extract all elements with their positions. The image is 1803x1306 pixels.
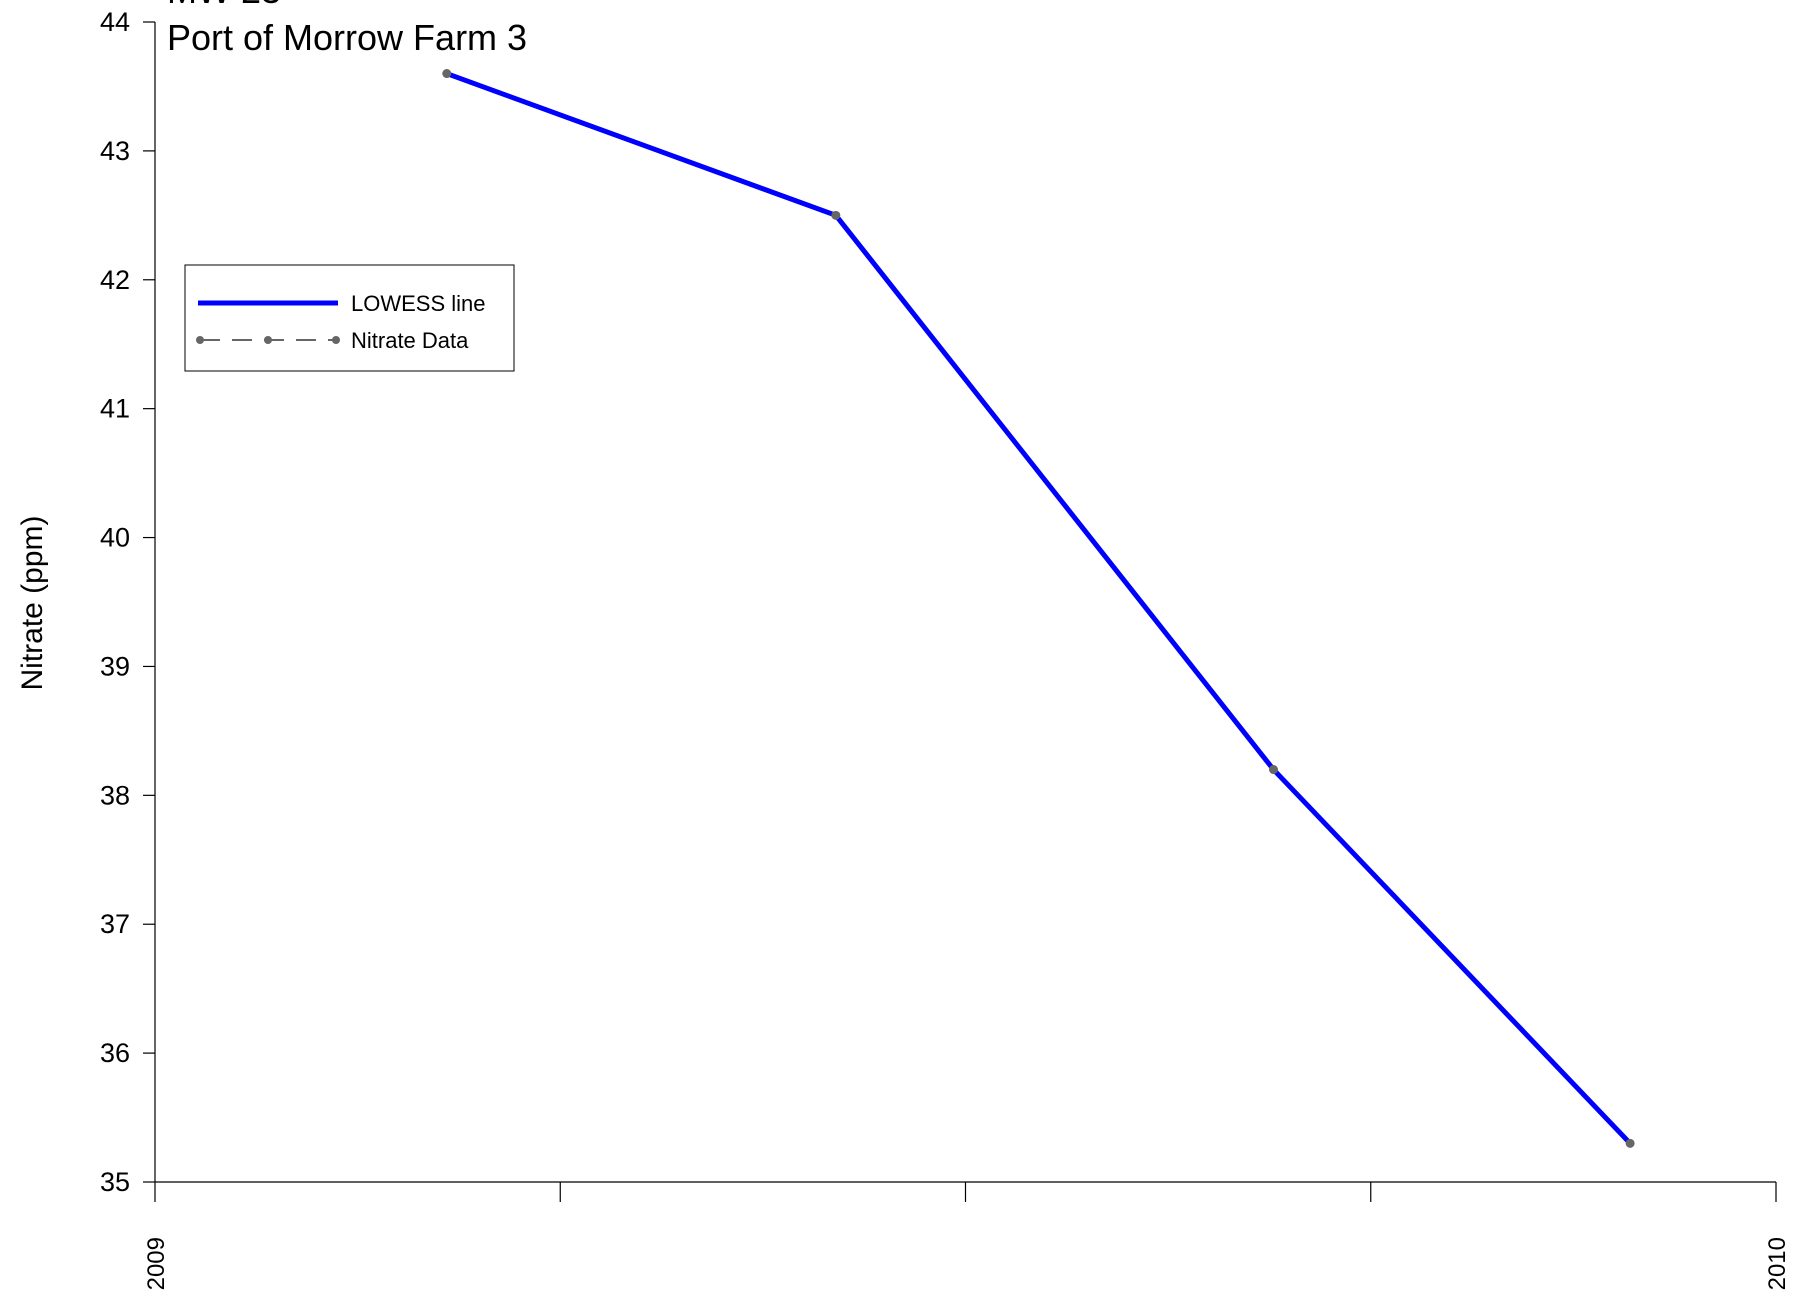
series-layer xyxy=(442,69,1635,1148)
x-tick-label: 2009 xyxy=(143,1237,170,1290)
y-axis-title: Nitrate (ppm) xyxy=(16,515,49,690)
legend-box xyxy=(184,264,515,372)
lowess-line xyxy=(445,71,1632,1146)
legend-label-lowess: LOWESS line xyxy=(351,291,486,316)
y-tick-label: 41 xyxy=(100,394,130,424)
y-tick-label: 38 xyxy=(100,780,130,810)
y-tick-label: 37 xyxy=(100,909,130,939)
y-tick-label: 43 xyxy=(100,136,130,166)
y-tick-label: 40 xyxy=(100,523,130,553)
x-tick-label: 2010 xyxy=(1764,1237,1791,1290)
chart-title-line-1: MW 23 xyxy=(167,0,281,11)
legend-marker-nitrate-3 xyxy=(332,336,340,344)
nitrate-data-point xyxy=(831,210,841,220)
chart-title-line-2: Port of Morrow Farm 3 xyxy=(167,17,527,58)
y-tick-label: 35 xyxy=(100,1167,130,1197)
nitrate-data-point xyxy=(1625,1138,1635,1148)
legend-marker-nitrate-2 xyxy=(264,336,272,344)
nitrate-data-point xyxy=(1268,765,1278,775)
axes xyxy=(154,22,1776,1183)
legend-label-nitrate: Nitrate Data xyxy=(351,328,469,353)
y-ticks: 35 36 37 38 39 40 41 42 43 44 xyxy=(100,7,155,1197)
y-tick-label: 36 xyxy=(100,1038,130,1068)
legend: LOWESS line Nitrate Data xyxy=(184,264,515,372)
chart-title: MW 23 Port of Morrow Farm 3 xyxy=(167,0,527,58)
legend-marker-nitrate-1 xyxy=(196,336,204,344)
y-tick-label: 39 xyxy=(100,651,130,681)
x-ticks: 2009 2010 xyxy=(143,1182,1791,1290)
y-tick-label: 42 xyxy=(100,265,130,295)
nitrate-data-point xyxy=(442,69,452,79)
y-tick-label: 44 xyxy=(100,7,130,37)
